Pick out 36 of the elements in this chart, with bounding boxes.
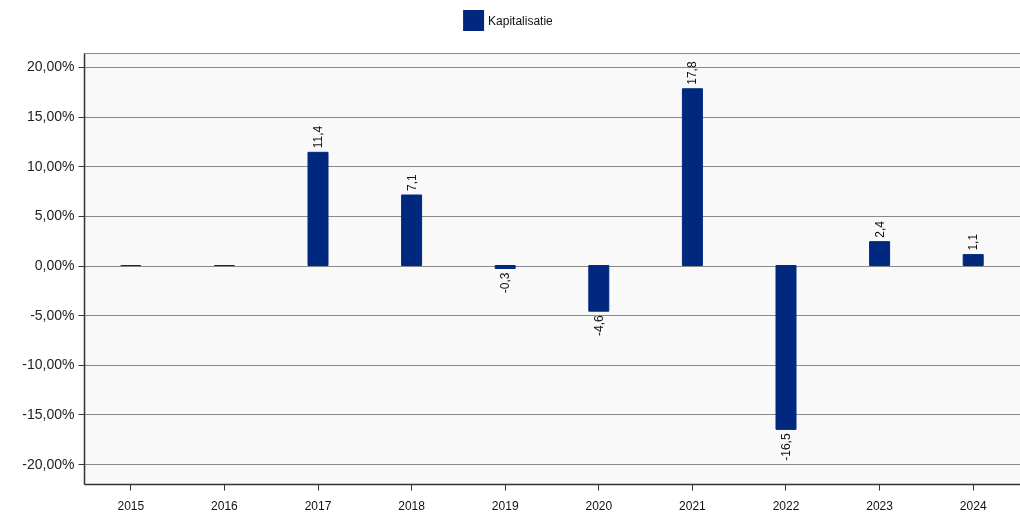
x-tick-label: 2018 (398, 498, 426, 513)
bar (962, 254, 984, 267)
legend-label: Kapitalisatie (488, 13, 554, 28)
data-label: 1,1 (966, 233, 981, 251)
x-tick-label: 2020 (585, 498, 613, 513)
y-tick-label: 10,00% (27, 157, 75, 174)
y-tick-label: 5,00% (34, 207, 75, 224)
data-label: -16,5 (779, 433, 793, 461)
y-tick-label: 0,00% (34, 257, 75, 274)
x-tick-label: 2021 (679, 498, 707, 513)
y-tick-label: 15,00% (27, 108, 75, 125)
y-tick-label: 20,00% (27, 58, 75, 75)
bar (307, 151, 329, 267)
y-tick-label: -20,00% (22, 455, 75, 472)
data-label: 2,4 (872, 220, 887, 238)
data-label: -0,3 (498, 272, 513, 294)
bar (681, 88, 703, 267)
bar (869, 241, 891, 267)
bar (494, 265, 516, 269)
y-tick-label: -10,00% (22, 356, 75, 373)
x-tick-label: 2019 (491, 498, 519, 513)
x-tick-label: 2016 (211, 498, 239, 513)
bar (775, 265, 797, 430)
x-tick-label: 2015 (117, 498, 145, 513)
bar (401, 194, 423, 267)
y-tick-label: -15,00% (22, 405, 75, 422)
data-label: 7,1 (404, 174, 419, 192)
data-label: -4,6 (591, 314, 606, 336)
x-tick-label: 2024 (959, 498, 987, 513)
data-label: 17,8 (685, 61, 700, 85)
y-tick-label: -5,00% (30, 306, 75, 323)
bar (588, 265, 610, 312)
x-tick-label: 2017 (304, 498, 332, 513)
data-label: 11,4 (311, 125, 325, 149)
x-tick-label: 2022 (772, 498, 800, 513)
x-tick-label: 2023 (866, 498, 894, 513)
